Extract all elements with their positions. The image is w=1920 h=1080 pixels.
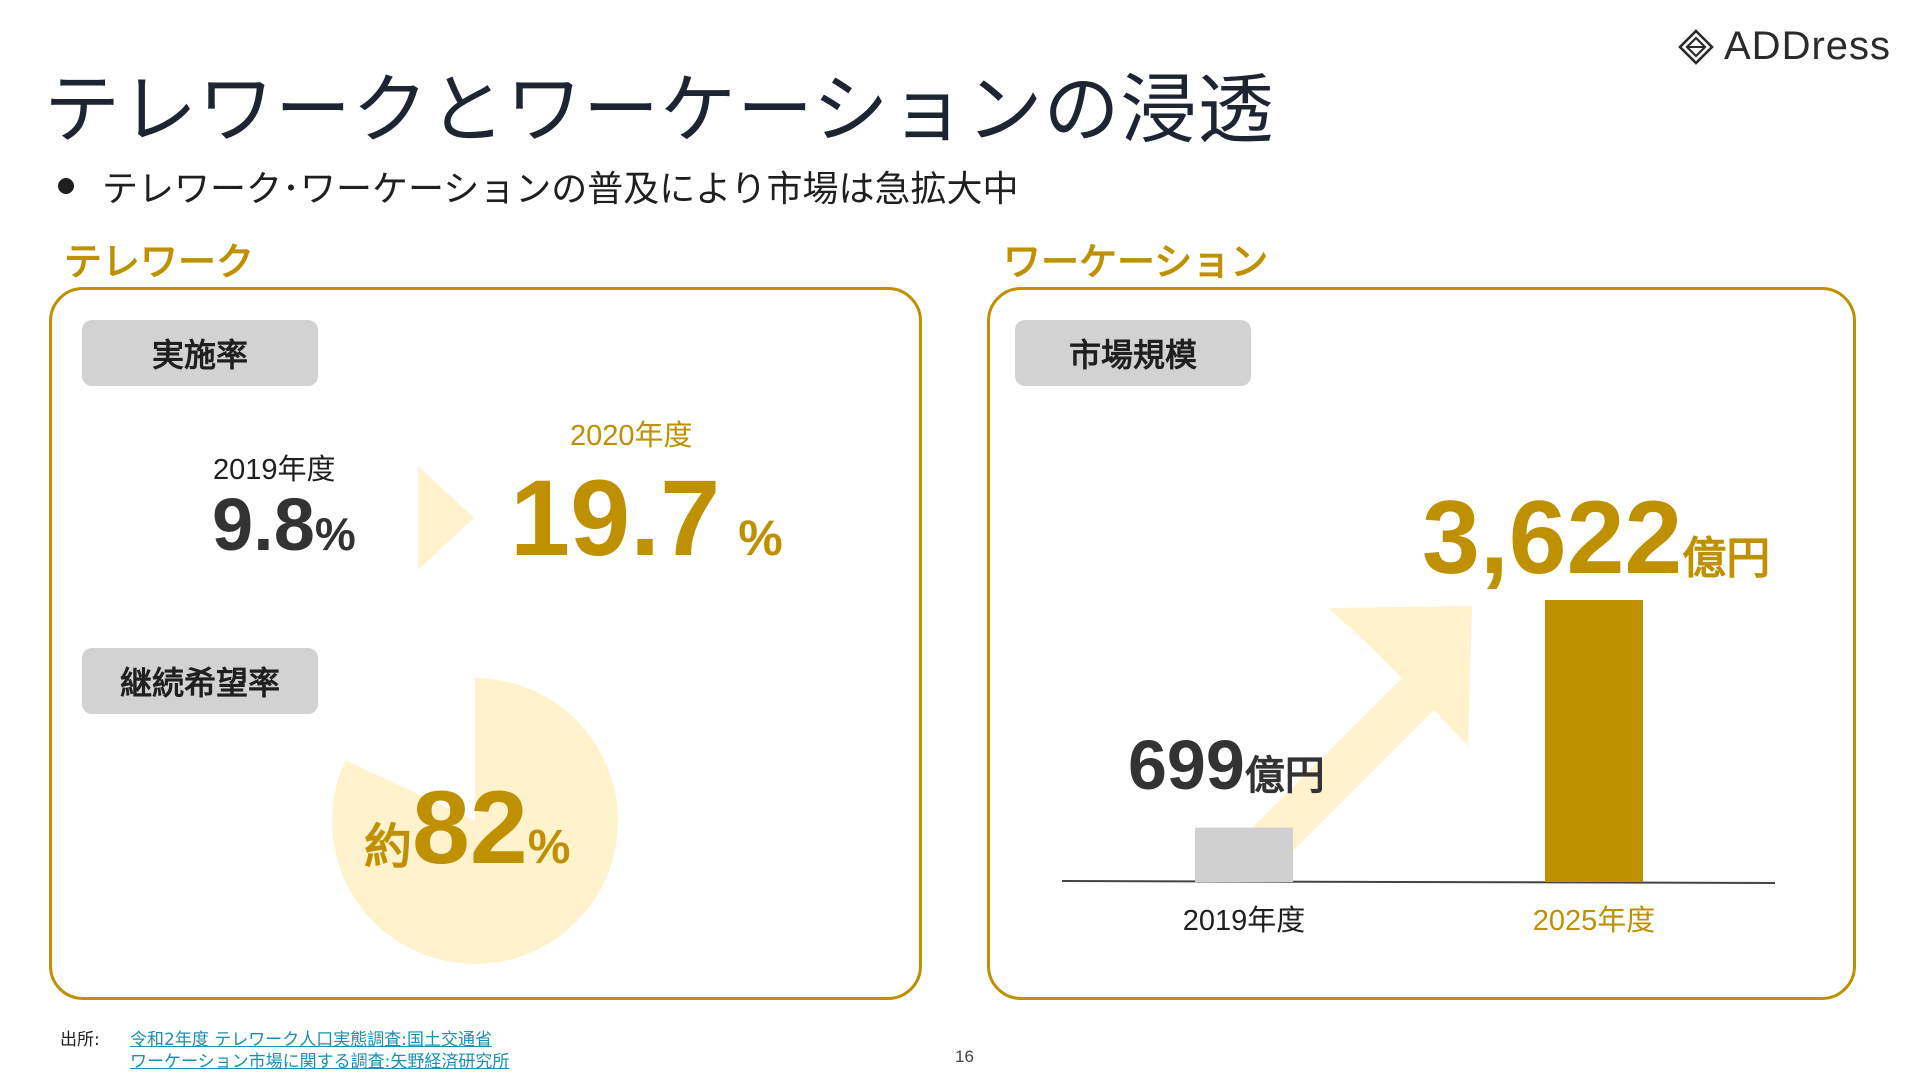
data-label-2019-unit: 億円 bbox=[1244, 753, 1325, 799]
telework-rate-2019: 9.8% bbox=[212, 488, 356, 562]
growth-arrow-icon bbox=[1238, 606, 1472, 874]
chart-baseline bbox=[1061, 880, 1776, 884]
source-label: 出所: bbox=[60, 1030, 100, 1050]
growth-arrow-icon bbox=[418, 466, 474, 570]
data-label-2025-unit: 億円 bbox=[1682, 533, 1771, 584]
implementation-rate-pill: 実施率 bbox=[82, 320, 318, 386]
telework-rate-2019-value: 9.8 bbox=[212, 483, 315, 566]
workcation-heading: ワーケーション bbox=[1003, 240, 1269, 284]
data-label-2019-value: 699 bbox=[1128, 726, 1245, 804]
telework-rate-2020-percent: % bbox=[738, 510, 783, 566]
brand-logo: ADDress bbox=[1678, 24, 1891, 69]
address-logo-icon bbox=[1678, 28, 1714, 65]
telework-rate-2020: 19.7% bbox=[510, 464, 783, 572]
continuation-rate-label: 約82% bbox=[364, 776, 570, 880]
continuation-approx: 約 bbox=[364, 819, 413, 875]
bar-2019 bbox=[1195, 827, 1293, 882]
telework-year-2020: 2020年度 bbox=[570, 420, 693, 452]
data-label-2019: 699億円 bbox=[1128, 730, 1325, 800]
x-tick-label-2019: 2019年度 bbox=[1183, 904, 1306, 937]
bullet-icon bbox=[58, 178, 74, 194]
summary-text: テレワーク･ワーケーションの普及により市場は急拡大中 bbox=[102, 169, 1019, 210]
continuation-pie-chart bbox=[331, 678, 618, 964]
continuation-rate-pill: 継続希望率 bbox=[82, 648, 318, 714]
x-tick-label-2025: 2025年度 bbox=[1533, 904, 1656, 937]
market-size-pill: 市場規模 bbox=[1015, 320, 1251, 386]
continuation-pie-slice bbox=[331, 678, 618, 964]
page-title: テレワークとワーケーションの浸透 bbox=[44, 65, 1275, 154]
market-size-bar-chart: 2019年度 2025年度 bbox=[1061, 600, 1776, 937]
source-link-telework[interactable]: 令和2年度 テレワーク人口実態調査:国土交通省 bbox=[130, 1030, 492, 1050]
page-number: 16 bbox=[955, 1047, 974, 1066]
telework-rate-2019-percent: % bbox=[314, 508, 356, 560]
continuation-rate-value: 82 bbox=[412, 770, 528, 886]
bar-2025 bbox=[1545, 600, 1643, 882]
brand-name: ADDress bbox=[1724, 24, 1892, 68]
source-link-workcation[interactable]: ワーケーション市場に関する調査:矢野経済研究所 bbox=[130, 1052, 510, 1072]
continuation-rate-percent: % bbox=[527, 821, 571, 874]
telework-heading: テレワーク bbox=[64, 240, 255, 284]
data-label-2025-value: 3,622 bbox=[1422, 480, 1683, 596]
data-label-2025: 3,622億円 bbox=[1422, 486, 1770, 590]
telework-year-2019: 2019年度 bbox=[213, 454, 336, 486]
telework-rate-2020-value: 19.7 bbox=[510, 457, 721, 578]
summary-bullet: テレワーク･ワーケーションの普及により市場は急拡大中 bbox=[58, 160, 1019, 212]
